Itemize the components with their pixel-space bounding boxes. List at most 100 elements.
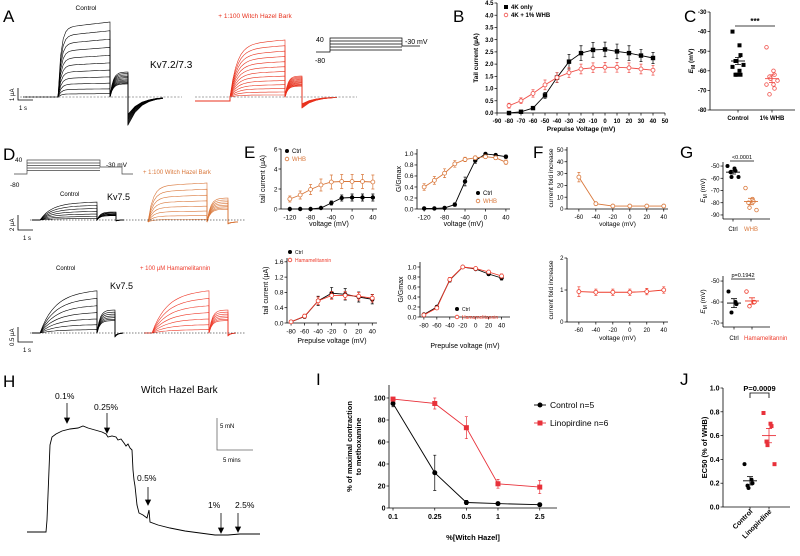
data-point: [602, 47, 608, 52]
scale-time-label: 5 mins: [223, 458, 241, 464]
y-tick-label: 2.0: [485, 62, 494, 68]
protocol-hold-label: -80: [315, 58, 325, 65]
y-tick-label: 40: [557, 160, 564, 166]
y-tick-label: -60: [711, 300, 720, 306]
data-point: [349, 195, 355, 200]
scale-current-label: 0.5 µA: [10, 329, 16, 346]
trace-title: Witch Hazel Bark: [141, 385, 219, 396]
data-point: [530, 91, 536, 96]
x-tick-label: 40: [369, 215, 377, 222]
y-tick-label: 6: [274, 146, 278, 153]
fit-line: [392, 398, 540, 488]
current-traces-control: [32, 290, 124, 338]
current-trace: [195, 66, 338, 108]
current-traces-witch-hazel: [195, 39, 338, 109]
category-label: WHB: [744, 227, 758, 233]
error-bar: [731, 298, 737, 308]
group-1: [744, 289, 759, 309]
y-tick-label: 80: [378, 417, 386, 424]
y-tick-label: 2: [560, 256, 564, 262]
y-tick-label: -50: [698, 49, 707, 55]
y-tick-label: 0.0: [404, 206, 413, 213]
scale-time-label: 1 s: [23, 236, 31, 242]
panel-d: 40 -80 -30 mV + 1:100 Witch Hazel Bark C…: [10, 157, 245, 354]
data-point: [576, 174, 582, 180]
scale-time-label: 1 s: [19, 106, 27, 112]
significance-bracket: [749, 392, 770, 398]
data-point: [537, 484, 543, 490]
group-0: [730, 29, 746, 77]
series-ctrl: [287, 193, 376, 212]
data-point: [518, 98, 524, 104]
data-point: [661, 287, 667, 293]
series-hamamelitannin: [576, 286, 667, 297]
data-point: [661, 203, 667, 209]
x-axis-title: voltage (mV): [599, 335, 636, 342]
y-axis-title: current fold increase: [548, 148, 555, 207]
y-axis-title: G/Gmax: [398, 276, 405, 303]
error-bar: [747, 476, 753, 486]
legend-item: 4K only: [504, 5, 533, 11]
legend-item: Ctrl: [455, 307, 470, 313]
x-tick-label: 0.25: [428, 514, 442, 521]
y-tick-label: -30: [698, 10, 707, 16]
data-point: [483, 154, 488, 160]
y-tick-label: -50: [711, 279, 720, 285]
data-point: [442, 170, 447, 176]
y-tick-label: 3.5: [485, 26, 494, 32]
y-axis-title: EM (mV): [700, 289, 709, 313]
data-point: [287, 257, 293, 263]
data-point: [741, 62, 746, 67]
data-point: [339, 179, 345, 184]
current-trace: [23, 30, 164, 125]
data-point: [284, 156, 290, 162]
y-tick-label: 4: [274, 166, 278, 173]
data-point: [734, 72, 739, 77]
x-tick-label: 40: [650, 119, 657, 125]
fit-line: [578, 176, 664, 207]
y-tick-label: -80: [698, 108, 707, 114]
data-point: [627, 203, 633, 209]
data-point: [638, 53, 644, 58]
data-point: [506, 103, 512, 109]
data-point: [738, 72, 743, 77]
data-point: [434, 305, 440, 311]
data-point: [390, 396, 396, 402]
data-point: [342, 293, 348, 298]
legend-label: WHB: [483, 199, 497, 205]
legend-label: 4K + 1% WHB: [511, 13, 551, 19]
data-point: [725, 164, 730, 169]
data-point: [729, 175, 734, 180]
y-axis-title: EM (mV): [688, 49, 697, 74]
scale-force-label: 5 mN: [220, 424, 234, 430]
data-point: [318, 205, 324, 211]
data-point: [370, 195, 376, 200]
x-tick-label: -20: [458, 323, 468, 330]
y-tick-label: 0.8: [274, 290, 283, 297]
current-trace: [195, 84, 338, 108]
data-point: [442, 205, 447, 211]
current-traces-control: [23, 21, 164, 127]
y-tick-label: 1.5: [485, 74, 494, 80]
data-point: [764, 82, 769, 87]
data-point: [421, 206, 427, 211]
fit-line: [578, 289, 664, 293]
y-tick-label: 0.5: [485, 99, 494, 105]
data-point: [454, 314, 460, 320]
data-point: [297, 192, 303, 198]
y-axis-title: Tail current (µA): [473, 33, 480, 83]
y-tick-label: 0.6: [404, 173, 413, 180]
error-bar: [730, 169, 736, 175]
data-point: [318, 182, 324, 188]
y-tick-label: 0.4: [404, 184, 413, 191]
x-tick-label: -60: [300, 329, 310, 336]
current-trace: [195, 84, 338, 108]
error-bar: [769, 74, 775, 83]
series-4k-1-whb: [506, 62, 656, 109]
data-point: [495, 501, 501, 507]
current-trace: [147, 207, 238, 224]
data-point: [744, 289, 749, 294]
legend-label: Linopirdine n=6: [550, 418, 609, 428]
current-trace: [32, 290, 124, 338]
